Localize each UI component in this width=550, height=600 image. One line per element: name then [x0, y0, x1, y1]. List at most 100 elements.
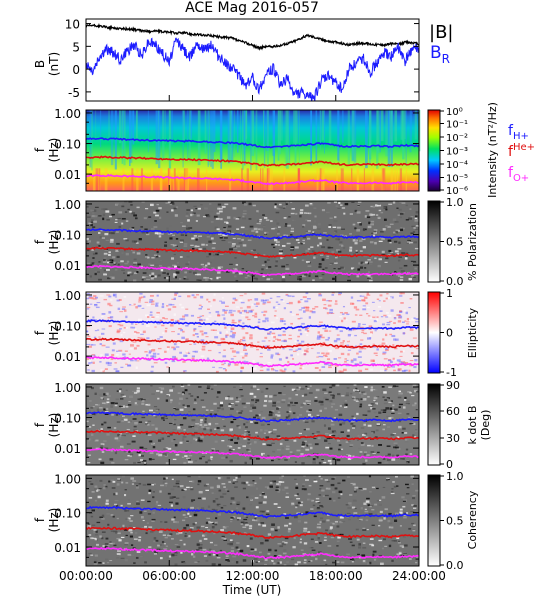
spectrogram-pixel — [150, 264, 155, 266]
spectrogram-stripe — [185, 168, 188, 191]
spectrogram-pixel — [376, 318, 379, 322]
spectrogram-pixel — [357, 517, 360, 519]
spectrogram-pixel — [140, 226, 144, 228]
spectrogram-pixel — [386, 293, 389, 295]
spectrogram-pixel — [214, 413, 218, 416]
spectrogram-pixel — [341, 395, 345, 397]
spectrogram-pixel — [105, 499, 109, 502]
spectrogram-pixel — [343, 368, 347, 372]
spectrogram-pixel — [398, 515, 402, 518]
spectrogram-pixel — [370, 451, 375, 453]
spectrogram-pixel — [254, 315, 258, 318]
spectrogram-pixel — [267, 301, 271, 304]
spectrogram-pixel — [156, 390, 160, 392]
spectrogram-pixel — [372, 553, 375, 556]
spectrogram-pixel — [228, 405, 232, 407]
spectrogram-pixel — [323, 424, 327, 427]
spectrogram-pixel — [105, 392, 109, 396]
spectrogram-pixel — [351, 560, 354, 563]
spectrogram-pixel — [239, 385, 243, 387]
spectrogram-pixel — [277, 334, 282, 337]
spectrogram-pixel — [402, 350, 405, 353]
spectrogram-pixel — [294, 563, 299, 566]
spectrogram-pixel — [251, 484, 256, 487]
spectrogram-pixel — [91, 433, 94, 436]
spectrogram-stripe — [246, 168, 249, 191]
spectrogram-pixel — [96, 408, 100, 411]
spectrogram-pixel — [321, 336, 325, 339]
spectrogram-pixel — [260, 411, 263, 413]
spectrogram-pixel — [121, 308, 126, 310]
spectrogram-pixel — [400, 302, 404, 304]
spectrogram-pixel — [243, 347, 246, 349]
spectrogram-pixel — [123, 295, 127, 298]
spectrogram-pixel — [266, 486, 270, 490]
spectrogram-pixel — [386, 415, 390, 418]
spectrogram-pixel — [413, 505, 417, 507]
spectrogram-pixel — [329, 434, 333, 437]
spectrogram-pixel — [349, 248, 352, 250]
spectrogram-pixel — [248, 218, 252, 220]
spectrogram-pixel — [287, 404, 291, 407]
spectrogram-pixel — [148, 216, 152, 218]
spectrogram-pixel — [356, 229, 361, 232]
spectrogram-stripe — [389, 110, 393, 147]
spectrogram-pixel — [103, 252, 108, 254]
spectrogram-pixel — [221, 535, 225, 538]
spectrogram-pixel — [229, 414, 233, 417]
spectrogram-pixel — [383, 206, 386, 208]
spectrogram-pixel — [172, 429, 176, 431]
spectrogram-pixel — [171, 346, 175, 349]
spectrogram-pixel — [382, 353, 386, 355]
spectrogram-pixel — [353, 494, 358, 497]
spectrogram-pixel — [230, 448, 235, 451]
spectrogram-pixel — [393, 317, 397, 320]
spectrogram-pixel — [303, 530, 307, 532]
spectrogram-pixel — [240, 523, 244, 525]
spectrogram-pixel — [377, 203, 381, 205]
spectrogram-pixel — [231, 319, 235, 322]
spectrogram-pixel — [203, 428, 207, 431]
spectrogram-pixel — [326, 312, 329, 315]
spectrogram-pixel — [276, 405, 280, 408]
spectrogram-pixel — [141, 201, 145, 203]
spectrogram-pixel — [339, 516, 344, 519]
spectrogram-pixel — [399, 267, 403, 269]
spectrogram-pixel — [213, 402, 217, 405]
spectrogram-pixel — [309, 446, 313, 450]
spectrogram-stripe — [135, 110, 138, 140]
spectrogram-pixel — [330, 363, 333, 366]
spectrogram-pixel — [205, 279, 209, 281]
spectrogram-pixel — [341, 228, 346, 230]
spectrogram-pixel — [361, 299, 364, 301]
spectrogram-pixel — [272, 340, 276, 342]
y-tick-label: 0.01 — [54, 350, 81, 364]
spectrogram-pixel — [167, 201, 171, 203]
spectrogram-pixel — [134, 360, 137, 362]
spectrogram-stripe — [298, 110, 300, 164]
spectrogram-pixel — [140, 499, 145, 502]
spectrogram-pixel — [261, 264, 265, 266]
spectrogram-pixel — [230, 330, 233, 333]
spectrogram-pixel — [304, 421, 309, 423]
spectrogram-pixel — [191, 357, 195, 360]
spectrogram-pixel — [313, 207, 317, 209]
spectrogram-pixel — [333, 499, 336, 502]
spectrogram-pixel — [255, 561, 258, 563]
spectrogram-pixel — [274, 238, 278, 242]
spectrogram-pixel — [115, 398, 119, 401]
spectrogram-pixel — [233, 247, 238, 249]
spectrogram-pixel — [169, 422, 173, 424]
spectrogram-pixel — [308, 409, 312, 411]
spectrogram-pixel — [367, 424, 372, 427]
spectrogram-pixel — [262, 303, 266, 305]
spectrogram-pixel — [205, 489, 210, 492]
spectrogram-pixel — [208, 422, 212, 426]
spectrogram-stripe — [227, 110, 231, 164]
spectrogram-pixel — [207, 385, 211, 388]
spectrogram-pixel — [174, 443, 178, 447]
spectrogram-pixel — [384, 399, 388, 401]
spectrogram-pixel — [369, 276, 373, 280]
spectrogram-pixel — [132, 279, 137, 282]
spectrogram-pixel — [164, 521, 168, 523]
